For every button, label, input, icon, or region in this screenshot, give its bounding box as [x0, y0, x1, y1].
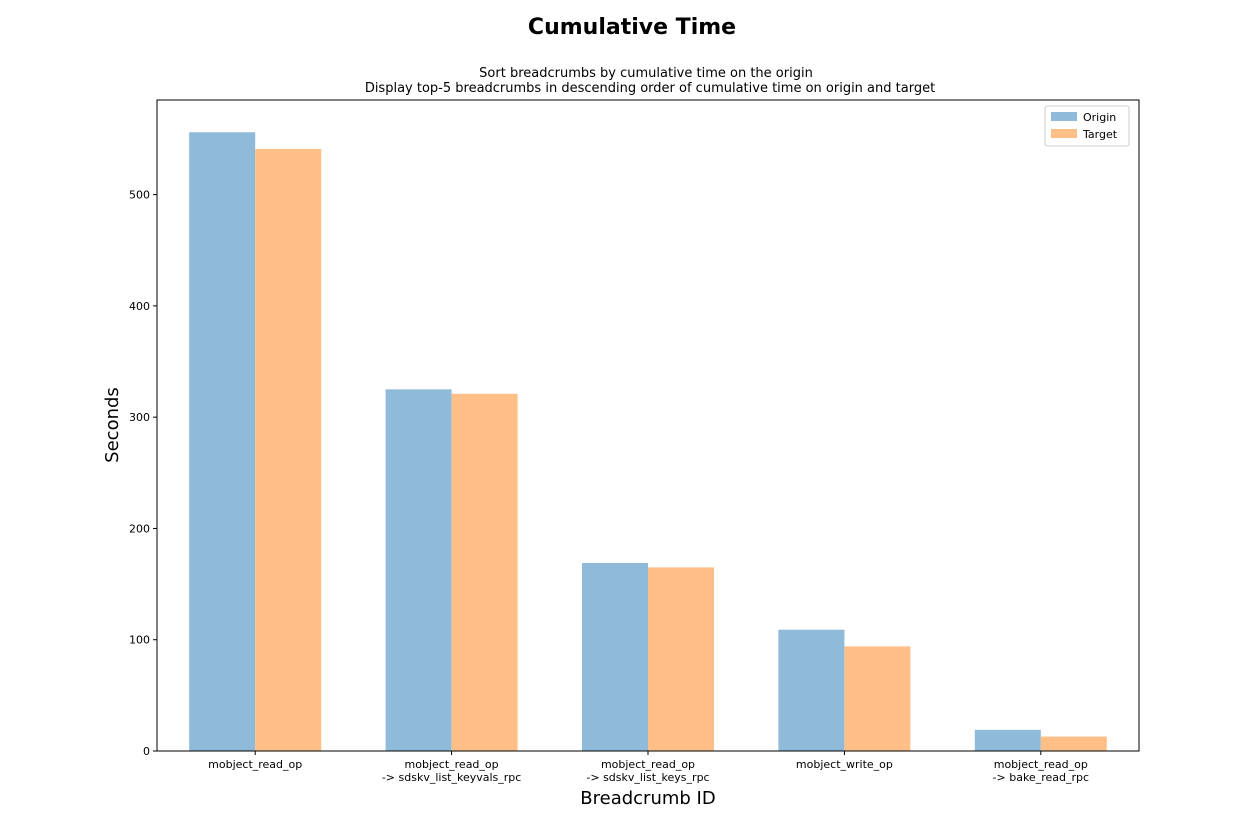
bar-target-1 [451, 393, 518, 751]
chart-subtitle-line-1: Sort breadcrumbs by cumulative time on t… [479, 66, 813, 81]
bar-origin-0 [189, 132, 256, 751]
bar-target-2 [648, 567, 714, 751]
x-tick-label-4-1: -> bake_read_rpc [993, 771, 1089, 784]
y-tick-label-1: 100 [129, 634, 150, 647]
bar-origin-1 [385, 389, 452, 751]
chart-subtitle-line-2: Display top-5 breadcrumbs in descending … [365, 81, 935, 96]
bar-origin-3 [778, 629, 845, 751]
bar-origin-2 [582, 562, 648, 751]
bar-origin-4 [974, 729, 1041, 751]
plot-area: 0 100 200 300 400 500 mobject_read_op mobject_r… [129, 99, 1140, 784]
legend-swatch-origin [1051, 112, 1077, 121]
y-tick-label-4: 400 [129, 300, 150, 313]
x-tick-label-3-0: mobject_write_op [796, 758, 893, 771]
x-tick-label-1-0: mobject_read_op [405, 758, 499, 771]
bar-target-3 [844, 646, 911, 751]
x-tick-label-4-0: mobject_read_op [994, 758, 1088, 771]
y-tick-label-2: 200 [129, 522, 150, 535]
bar-target-4 [1040, 736, 1107, 751]
x-tick-label-0-0: mobject_read_op [208, 758, 302, 771]
legend-label-origin: Origin [1083, 111, 1116, 124]
legend-label-target: Target [1082, 128, 1118, 141]
y-tick-label-0: 0 [143, 745, 150, 758]
x-tick-label-2-1: -> sdskv_list_keys_rpc [586, 771, 709, 784]
x-axis-label: Breadcrumb ID [580, 788, 715, 809]
y-tick-label-5: 500 [129, 189, 150, 202]
x-tick-label-2-0: mobject_read_op [601, 758, 695, 771]
chart-title: Cumulative Time [528, 15, 736, 40]
y-tick-label-3: 300 [129, 411, 150, 424]
y-axis-label: Seconds [102, 387, 123, 463]
legend-swatch-target [1051, 129, 1077, 138]
bar-target-0 [255, 148, 322, 751]
x-tick-label-1-1: -> sdskv_list_keyvals_rpc [382, 771, 522, 784]
